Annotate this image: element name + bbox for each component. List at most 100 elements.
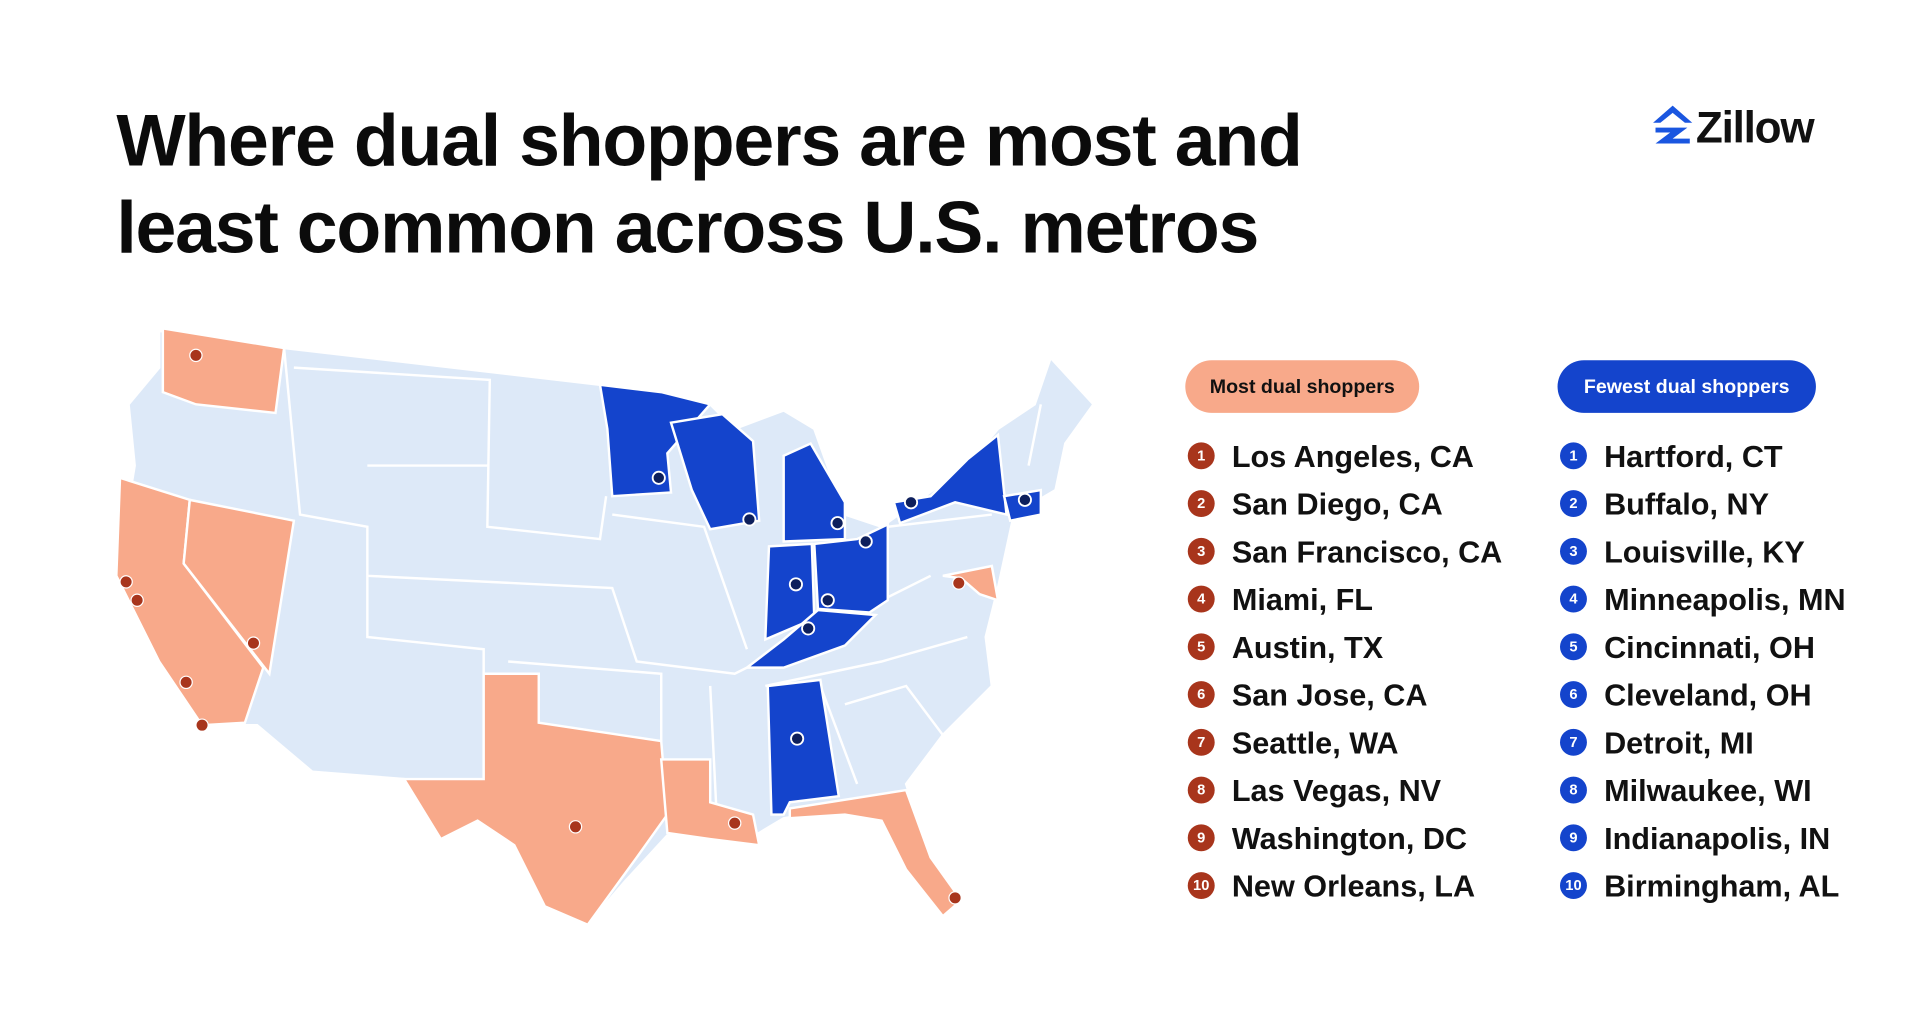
rank-badge bbox=[1187, 633, 1215, 661]
metro-name: Washington, DC bbox=[1232, 822, 1467, 856]
state-borders bbox=[282, 347, 1043, 809]
rank-number: 8 bbox=[1569, 783, 1577, 799]
metro-dot bbox=[651, 470, 666, 485]
most-metro-dots bbox=[119, 348, 966, 905]
rank-number: 2 bbox=[1197, 496, 1205, 512]
metro-name: New Orleans, LA bbox=[1232, 870, 1475, 904]
rank-number: 8 bbox=[1197, 783, 1205, 799]
rank-number: 3 bbox=[1569, 544, 1577, 560]
metro-name: Hartford, CT bbox=[1604, 440, 1783, 474]
rank-number: 2 bbox=[1569, 496, 1577, 512]
legend-pill bbox=[1185, 360, 1420, 413]
metro-name: Seattle, WA bbox=[1232, 726, 1399, 760]
rank-badge bbox=[1560, 585, 1587, 613]
metro-name: San Francisco, CA bbox=[1232, 535, 1502, 569]
state-mn bbox=[598, 383, 713, 498]
rank-number: 9 bbox=[1197, 830, 1205, 846]
legend-label: Most dual shoppers bbox=[1210, 376, 1395, 398]
metro-name: Cleveland, OH bbox=[1604, 679, 1812, 713]
metro-dot bbox=[727, 816, 742, 830]
metro-name: Detroit, MI bbox=[1604, 726, 1754, 760]
metro-name: Indianapolis, IN bbox=[1604, 822, 1830, 856]
metro-dot bbox=[1017, 492, 1032, 507]
metro-dot bbox=[790, 731, 805, 746]
metro-name: San Diego, CA bbox=[1232, 488, 1443, 522]
rank-number: 5 bbox=[1197, 639, 1205, 655]
metro-dot bbox=[903, 495, 919, 510]
logo-text: Zillow bbox=[1696, 103, 1815, 152]
state-tx bbox=[401, 672, 669, 927]
rank-badge bbox=[1560, 776, 1587, 804]
rank-badge bbox=[1187, 537, 1215, 565]
legend-label: Fewest dual shoppers bbox=[1584, 376, 1790, 398]
fewest-metro-dots bbox=[651, 470, 1032, 746]
state-nv bbox=[182, 498, 296, 677]
us-outline bbox=[115, 329, 1096, 927]
metro-dot bbox=[246, 636, 261, 650]
rank-number: 7 bbox=[1197, 735, 1205, 751]
rank-badge bbox=[1187, 824, 1215, 852]
rank-badge bbox=[1560, 824, 1587, 852]
metro-name: Austin, TX bbox=[1232, 631, 1384, 665]
rank-badge bbox=[1187, 728, 1215, 756]
metro-dot bbox=[179, 675, 193, 690]
metro-name: Birmingham, AL bbox=[1604, 870, 1839, 904]
metro-dot bbox=[119, 575, 133, 589]
title-line: least common across U.S. metros bbox=[116, 186, 1258, 269]
metro-name: Las Vegas, NV bbox=[1232, 774, 1442, 808]
rank-number: 4 bbox=[1197, 592, 1206, 608]
rank-number: 7 bbox=[1569, 735, 1577, 751]
rank-number: 10 bbox=[1193, 878, 1209, 894]
rank-badge bbox=[1560, 872, 1587, 900]
rank-number: 1 bbox=[1569, 448, 1577, 464]
rank-badge bbox=[1187, 872, 1215, 900]
rank-badge bbox=[1187, 681, 1215, 709]
metro-dot bbox=[952, 576, 966, 590]
metro-name: Louisville, KY bbox=[1604, 535, 1805, 569]
metro-dot bbox=[948, 891, 962, 905]
state-fl bbox=[788, 788, 963, 918]
rank-number: 5 bbox=[1569, 639, 1577, 655]
rank-number: 10 bbox=[1565, 878, 1581, 894]
state-wi bbox=[669, 412, 761, 531]
rank-badge bbox=[1187, 776, 1215, 804]
state-mi bbox=[782, 441, 847, 543]
metro-name: Minneapolis, MN bbox=[1604, 583, 1845, 617]
logo: Zillow bbox=[1653, 103, 1817, 152]
rank-badge bbox=[1187, 442, 1215, 470]
metro-dot bbox=[742, 512, 757, 527]
state-ky bbox=[743, 608, 879, 669]
metro-dot bbox=[189, 348, 203, 363]
state-al bbox=[766, 678, 841, 816]
rank-number: 6 bbox=[1569, 687, 1577, 703]
rank-number: 1 bbox=[1197, 448, 1205, 464]
title-line: Where dual shoppers are most and bbox=[116, 99, 1301, 182]
rank-badge bbox=[1560, 442, 1587, 470]
metro-dot bbox=[568, 820, 583, 834]
state-ny bbox=[892, 432, 1008, 525]
logo-icon bbox=[1653, 105, 1693, 144]
rank-badge bbox=[1560, 681, 1587, 709]
metro-name: Buffalo, NY bbox=[1604, 488, 1769, 522]
legend-pill bbox=[1557, 360, 1816, 413]
us-map bbox=[115, 327, 1096, 927]
rank-badge bbox=[1187, 490, 1215, 518]
metro-dot bbox=[195, 718, 209, 732]
rank-number: 6 bbox=[1197, 687, 1205, 703]
metro-name: Milwaukee, WI bbox=[1604, 774, 1812, 808]
rank-badge bbox=[1560, 490, 1587, 518]
rank-badge bbox=[1560, 728, 1587, 756]
rank-badge bbox=[1187, 585, 1215, 613]
metro-dot bbox=[801, 621, 816, 636]
metro-name: Los Angeles, CA bbox=[1232, 440, 1474, 474]
metro-dot bbox=[830, 516, 845, 531]
metro-name: San Jose, CA bbox=[1232, 679, 1428, 713]
rank-number: 3 bbox=[1197, 544, 1205, 560]
metro-dot bbox=[130, 593, 144, 608]
rank-number: 4 bbox=[1569, 592, 1578, 608]
metro-name: Miami, FL bbox=[1232, 583, 1373, 617]
metro-dot bbox=[858, 534, 873, 549]
metro-dot bbox=[820, 593, 835, 608]
